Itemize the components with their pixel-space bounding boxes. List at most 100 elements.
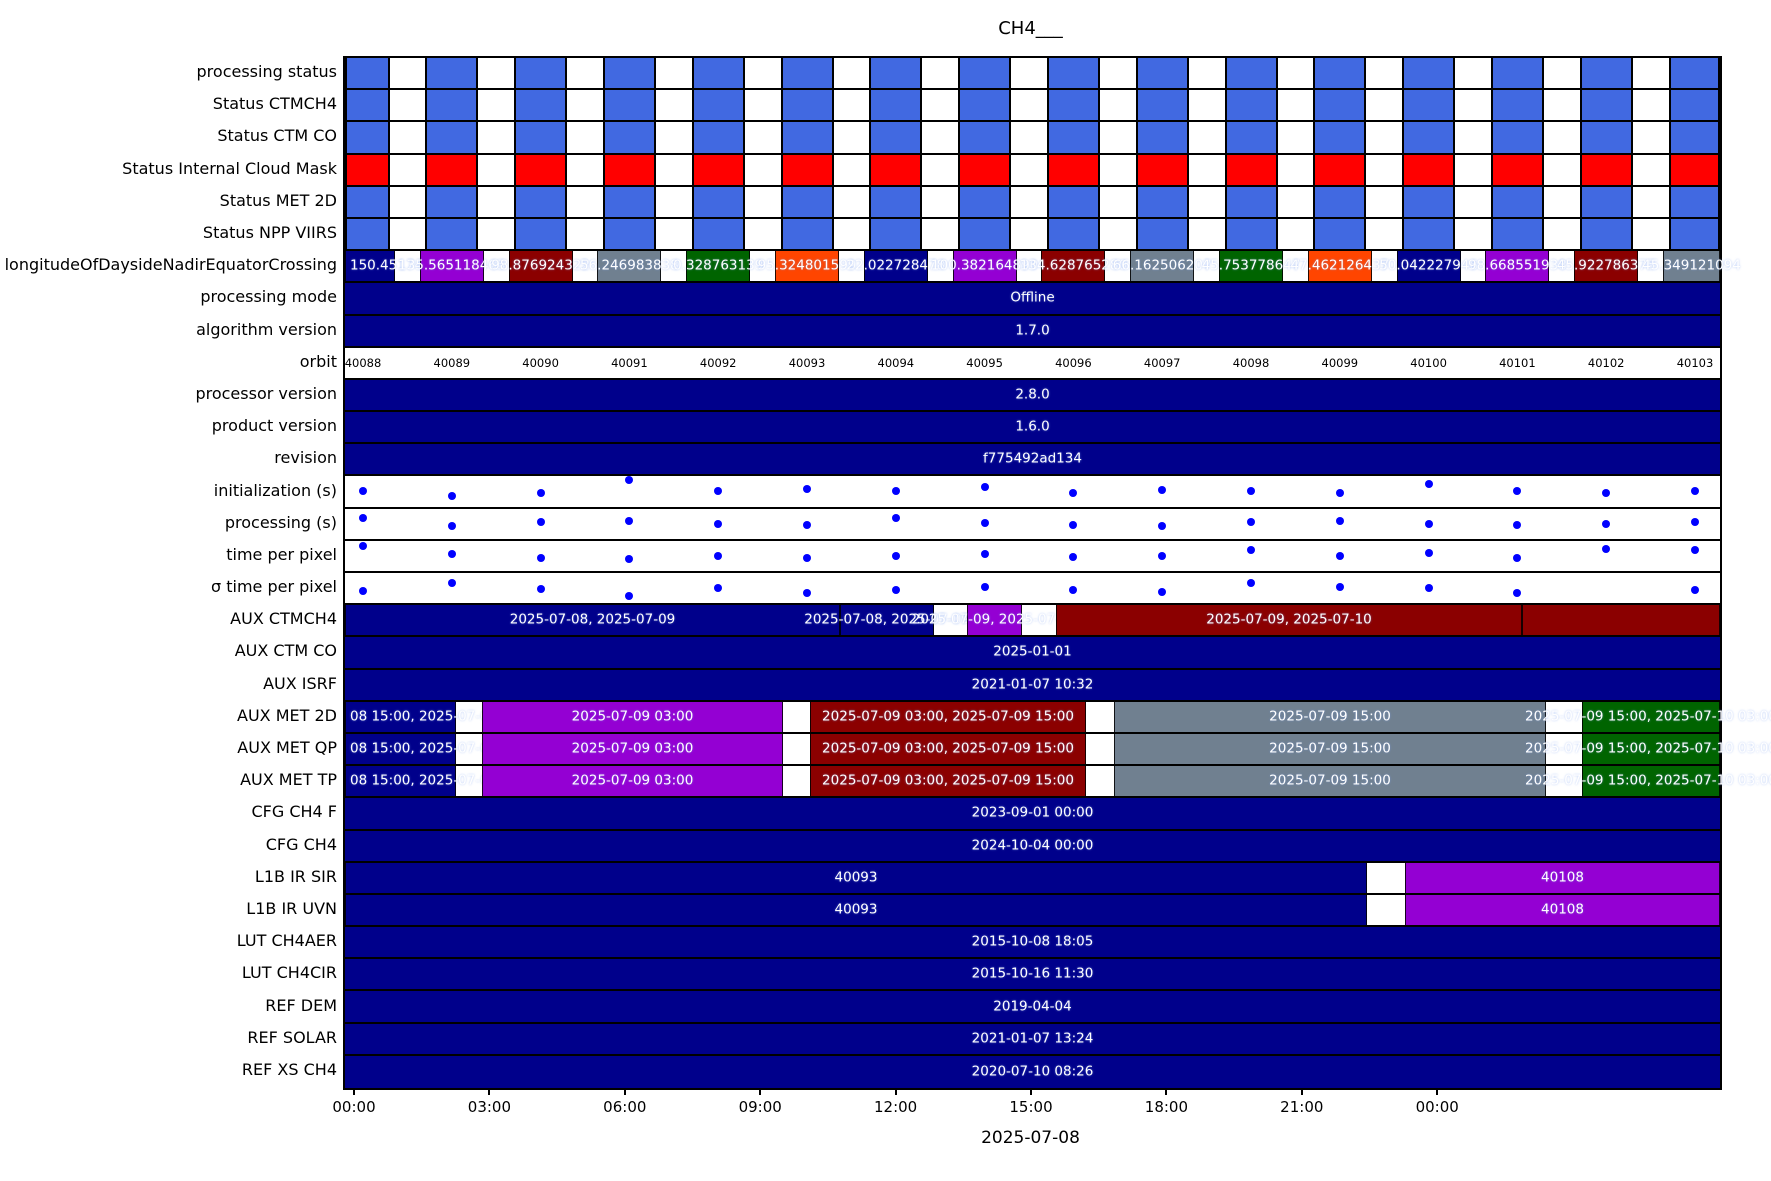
data-point: [625, 555, 634, 564]
data-point: [980, 582, 989, 591]
status-bar: [1579, 154, 1633, 185]
segment-label: 2025-07-09 15:00, 2025-07-10 03:00: [1525, 772, 1771, 789]
x-tick-mark: [488, 1088, 491, 1095]
row-label-ref-xs-ch4: REF XS CH4: [241, 1059, 337, 1079]
row-label-ref-dem: REF DEM: [265, 995, 337, 1015]
row-track-processing-mode: Offline: [345, 283, 1720, 316]
segment: 2025-07-09, 2025-07-10: [912, 605, 1077, 636]
status-bar: [691, 218, 745, 250]
status-bar: [1135, 90, 1189, 121]
row-label-time-per-pixel: time per pixel: [226, 544, 337, 564]
segment-label: 40093: [834, 901, 878, 918]
status-bar: [1046, 90, 1100, 121]
status-bar: [1402, 154, 1456, 185]
segment-label: 2025-01-01: [993, 643, 1072, 660]
segment-label: 2025-07-09 03:00: [571, 772, 694, 789]
segment-label: 2020-07-10 08:26: [971, 1063, 1094, 1080]
segment-label: f775492ad134: [983, 450, 1082, 467]
status-bar: [514, 154, 568, 185]
segment-label: 2025-07-09 03:00: [571, 740, 694, 757]
segment-label: 45.349121094: [1642, 257, 1741, 274]
data-point: [1069, 488, 1078, 497]
segment: [1522, 605, 1720, 636]
status-bar: [514, 186, 568, 217]
segment-label: 2023-09-01 00:00: [971, 804, 1094, 821]
segment: 40108: [1405, 894, 1720, 926]
status-bar: [514, 122, 568, 153]
data-point: [1247, 486, 1255, 495]
segment-label: 2025-07-09 03:00, 2025-07-09 15:00: [822, 740, 1074, 757]
data-point: [891, 585, 900, 594]
segment: 2015-10-16 11:30: [345, 959, 1720, 990]
row-label-aux-ctm-co: AUX CTM CO: [234, 641, 337, 661]
status-bar: [602, 90, 656, 121]
orbit-number: 40093: [788, 355, 826, 370]
x-tick-mark: [1165, 1088, 1168, 1095]
segment-label: 2024-10-04 00:00: [971, 836, 1094, 853]
data-point: [1513, 588, 1522, 597]
row-track-lut-ch4aer: 2015-10-08 18:05: [345, 927, 1720, 960]
status-bar: [1135, 122, 1189, 153]
row-track-aux-ctmch4: 2025-07-08, 2025-07-09 2025-07-08, 2025-0…: [345, 605, 1720, 638]
status-bar: [345, 218, 390, 250]
segment-label: 0.328763139: [673, 257, 764, 274]
data-point: [447, 492, 456, 501]
data-point: [714, 486, 723, 495]
row-label-status-internal-cloud-mask: Status Internal Cloud Mask: [122, 158, 337, 178]
orbit-number: 40094: [877, 355, 915, 370]
status-bar: [1579, 58, 1633, 89]
segment: 2025-07-08, 2025-07-09: [345, 605, 840, 636]
segment-label: 2025-07-09, 2025-07-10: [911, 611, 1078, 628]
segment-label: 2021-01-07 10:32: [971, 675, 1094, 692]
status-bar: [1313, 186, 1367, 217]
segment-label: 98.876924322: [491, 257, 590, 274]
segment-label: Offline: [1010, 289, 1055, 306]
x-tick-mark: [1030, 1088, 1032, 1095]
status-bar: [345, 122, 390, 153]
status-bar: [602, 186, 656, 217]
orbit-number: 40103: [1676, 355, 1714, 370]
data-point: [625, 476, 634, 485]
status-bar: [958, 90, 1012, 121]
status-bar: [1313, 218, 1367, 250]
row-label-processing-s: processing (s): [224, 512, 337, 532]
row-track-ref-solar: 2021-01-07 13:24: [345, 1023, 1720, 1056]
row-label-ref-solar: REF SOLAR: [247, 1027, 337, 1047]
segment-label: 2021-01-07 13:24: [971, 1029, 1094, 1046]
status-bar: [1135, 186, 1189, 217]
segment: 95.324801599: [758, 251, 856, 282]
orbit-number: 40099: [1321, 355, 1359, 370]
data-point: [714, 552, 723, 561]
segment: 0.328763139: [673, 251, 763, 282]
status-bar: [345, 186, 390, 217]
segment: 2025-07-09 15:00, 2025-07-10 03:00: [1525, 733, 1771, 765]
row-track-l1b-ir-sir: 40093 40108: [345, 862, 1720, 895]
segment: 2021-01-07 13:24: [345, 1023, 1720, 1054]
row-track-longitudeofdaysidenadirequatorcrossing: 150.451746801 135.565118465 98.876924322 56…: [345, 251, 1741, 284]
row-track-aux-met-qp: 08 15:00, 2025-07-09 03:00 2025-07-09 03:…: [345, 733, 1771, 767]
x-tick-mark: [353, 1088, 355, 1095]
status-bar: [1224, 58, 1278, 89]
status-bar: [514, 218, 568, 250]
data-point: [1602, 520, 1611, 529]
data-point: [1424, 520, 1433, 529]
segment-label: 98.668551938: [1468, 257, 1567, 274]
row-label-aux-met-tp: AUX MET TP: [240, 770, 337, 790]
segment: 22.022728478: [846, 251, 945, 282]
segment: 40093: [345, 894, 1367, 926]
status-bar: [345, 154, 390, 185]
data-point: [1691, 518, 1699, 527]
data-point: [714, 584, 723, 593]
segment: 2015-10-08 18:05: [345, 927, 1720, 958]
row-label-aux-isrf: AUX ISRF: [263, 673, 337, 693]
x-tick-label: 12:00: [873, 1098, 918, 1116]
row-track-cfg-ch4-f: 2023-09-01 00:00: [345, 798, 1720, 831]
status-bar: [780, 90, 834, 121]
x-tick-mark: [1300, 1088, 1303, 1095]
row-label-cfg-ch4-f: CFG CH4 F: [251, 802, 337, 822]
status-bar: [602, 154, 656, 185]
data-point: [980, 482, 989, 491]
status-bar: [691, 186, 745, 217]
x-tick-label: 09:00: [738, 1098, 782, 1116]
